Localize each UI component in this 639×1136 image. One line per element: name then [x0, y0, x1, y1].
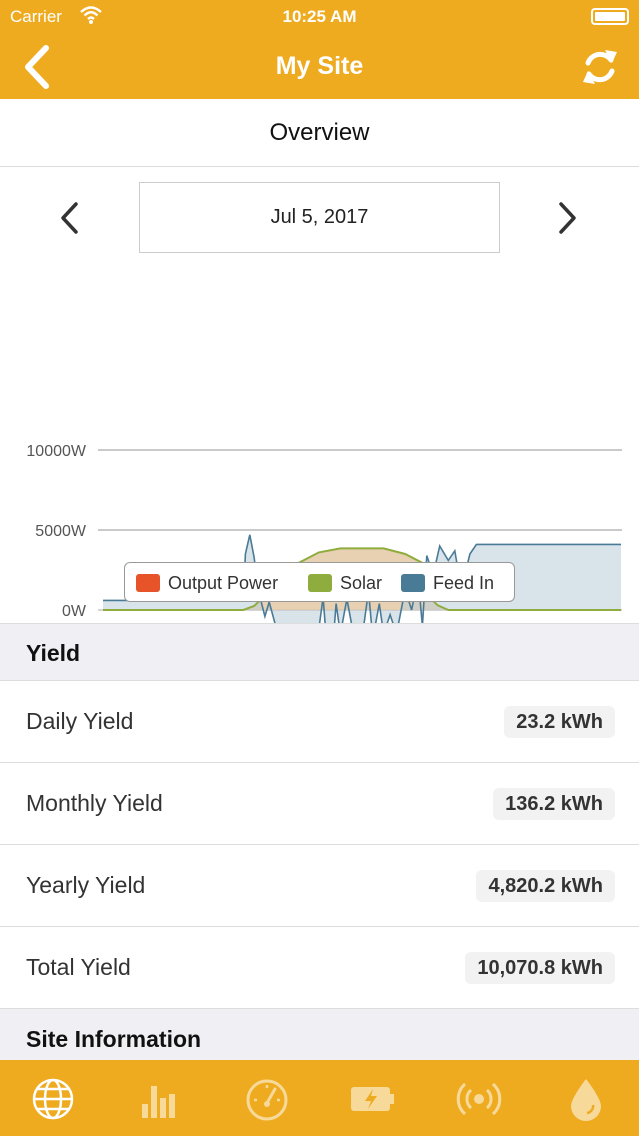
- broadcast-icon[interactable]: [456, 1076, 502, 1122]
- yield-row-yearly[interactable]: Yearly Yield 4,820.2 kWh: [0, 845, 639, 927]
- status-time: 10:25 AM: [282, 7, 357, 26]
- yield-value: 10,070.8 kWh: [465, 952, 615, 984]
- y-tick-label: 0W: [62, 603, 87, 620]
- page-title: My Site: [275, 52, 364, 80]
- refresh-icon[interactable]: [579, 46, 621, 88]
- site-information-header: Site Information: [0, 1010, 639, 1060]
- overview-header: Overview: [0, 99, 639, 167]
- legend-swatch: [136, 574, 160, 592]
- legend-item-output-power[interactable]: Output Power: [136, 572, 278, 594]
- legend-swatch: [308, 574, 332, 592]
- legend-label: Feed In: [433, 573, 495, 593]
- legend-swatch: [401, 574, 425, 592]
- legend-item-solar[interactable]: Solar: [308, 572, 382, 594]
- previous-day-button[interactable]: [55, 201, 85, 235]
- yield-value: 136.2 kWh: [493, 788, 615, 820]
- next-day-button[interactable]: [552, 201, 582, 235]
- bar-chart-icon[interactable]: [137, 1076, 183, 1122]
- series-feed-in-line: [103, 534, 621, 623]
- overview-section: Overview Jul 5, 2017 10000W5000W0W-5000W…: [0, 99, 639, 1009]
- yield-value: 23.2 kWh: [504, 706, 615, 738]
- gauge-icon[interactable]: [244, 1076, 290, 1122]
- globe-icon[interactable]: [30, 1076, 76, 1122]
- water-drop-icon[interactable]: [563, 1076, 609, 1122]
- battery-icon: [591, 8, 629, 25]
- nav-bar: My Site: [0, 34, 639, 99]
- yield-label: Daily Yield: [26, 708, 134, 734]
- date-selector: Jul 5, 2017: [0, 167, 639, 263]
- yield-section-header: Yield: [0, 623, 639, 681]
- yield-label: Yearly Yield: [26, 872, 146, 898]
- yield-row-total[interactable]: Total Yield 10,070.8 kWh: [0, 927, 639, 1009]
- yield-label: Total Yield: [26, 954, 131, 980]
- legend-label: Output Power: [168, 573, 279, 593]
- battery-charging-icon[interactable]: [350, 1076, 396, 1122]
- yield-row-monthly[interactable]: Monthly Yield 136.2 kWh: [0, 763, 639, 845]
- date-field[interactable]: Jul 5, 2017: [139, 182, 500, 253]
- legend-item-feed-in[interactable]: Feed In: [401, 572, 494, 594]
- yield-row-daily[interactable]: Daily Yield 23.2 kWh: [0, 681, 639, 763]
- y-tick-label: 10000W: [26, 443, 86, 460]
- carrier-label: Carrier: [10, 7, 62, 26]
- back-chevron-icon[interactable]: [20, 44, 60, 90]
- y-tick-label: 5000W: [35, 523, 87, 540]
- status-bar: Carrier 10:25 AM: [0, 0, 639, 34]
- yield-value: 4,820.2 kWh: [476, 870, 615, 902]
- tab-bar: [0, 1060, 639, 1136]
- yield-label: Monthly Yield: [26, 790, 163, 816]
- legend-label: Solar: [340, 573, 383, 593]
- wifi-icon: [80, 6, 102, 24]
- chart-legend: Output Power Solar Feed In: [124, 562, 515, 602]
